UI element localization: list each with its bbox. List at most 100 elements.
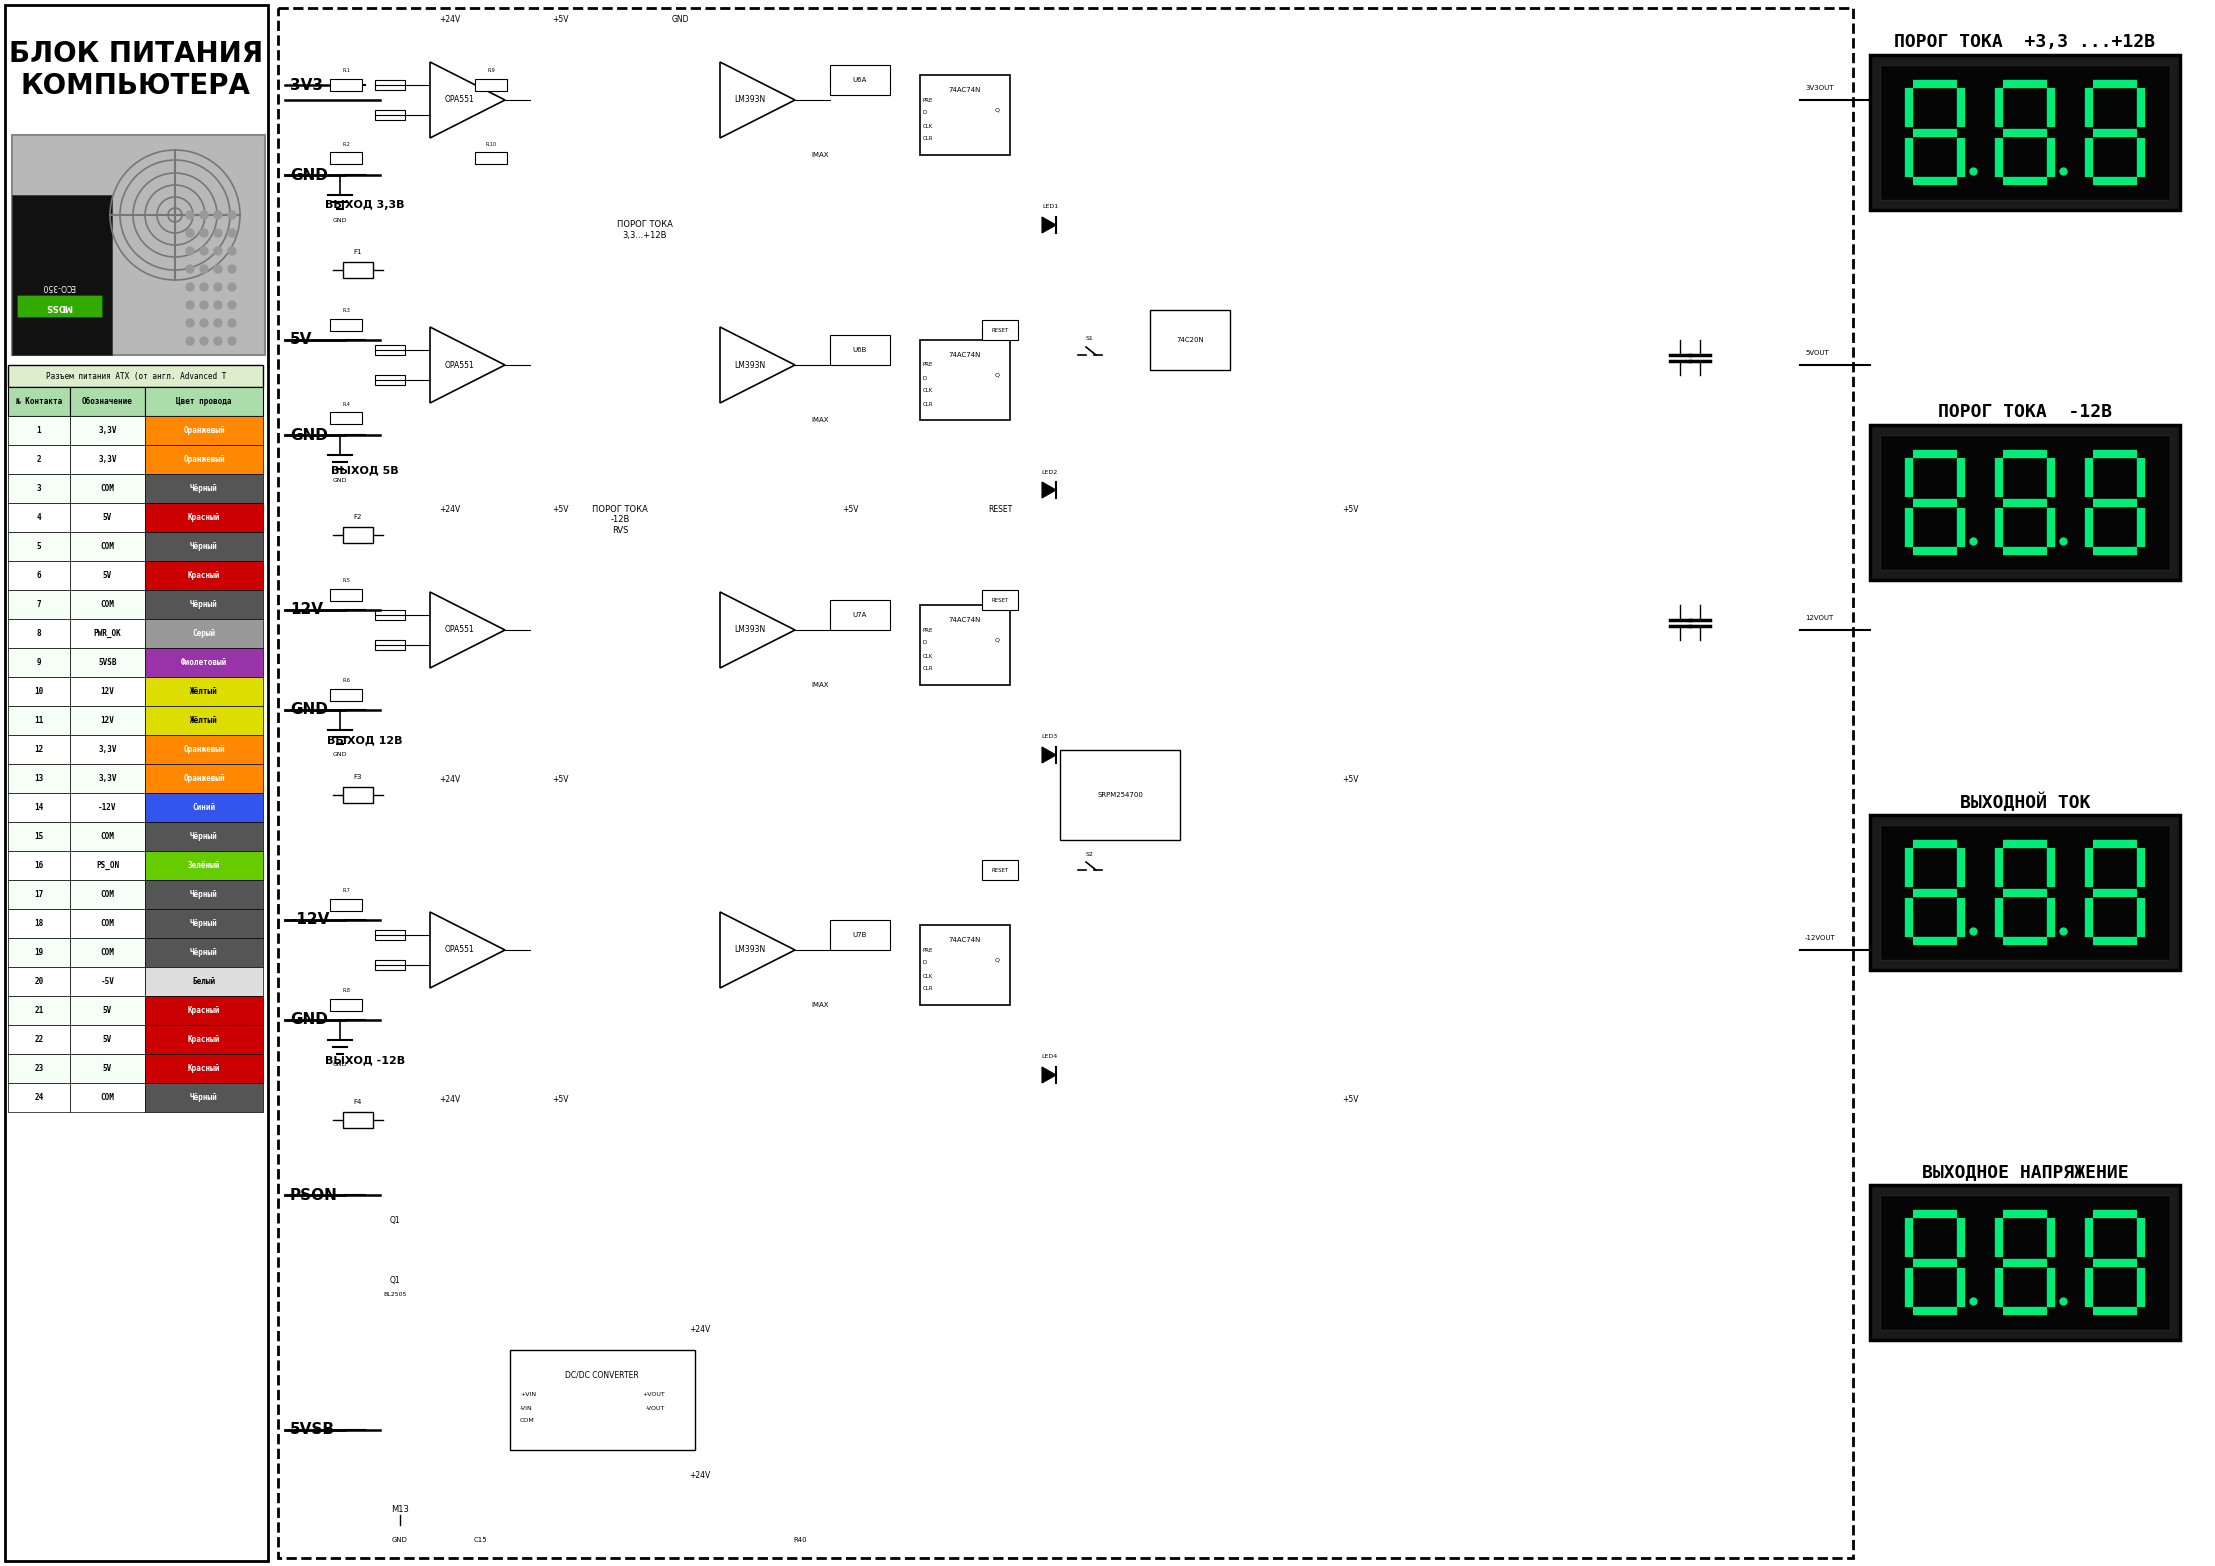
Circle shape (186, 247, 195, 255)
Text: 3,3V: 3,3V (97, 456, 117, 464)
Circle shape (199, 301, 208, 309)
Circle shape (228, 319, 237, 327)
Bar (144, 938, 264, 966)
Text: 22: 22 (35, 1035, 44, 1045)
Bar (831, 600, 890, 630)
Text: Красный: Красный (188, 1035, 219, 1045)
Bar (474, 78, 507, 91)
Text: LED1: LED1 (1041, 205, 1059, 210)
Text: 74AC74N: 74AC74N (948, 88, 981, 92)
Text: 3,3V: 3,3V (97, 426, 117, 435)
Text: +5V: +5V (842, 506, 857, 515)
Polygon shape (430, 327, 505, 402)
Text: SRPM254700: SRPM254700 (1096, 792, 1143, 799)
Text: R.6: R.6 (341, 678, 350, 683)
Circle shape (199, 337, 208, 345)
Text: S1: S1 (1085, 337, 1094, 341)
Text: +24V: +24V (439, 16, 461, 25)
Text: COM: COM (100, 919, 115, 929)
Bar (71, 590, 144, 619)
Text: BL2505: BL2505 (383, 1292, 408, 1298)
Text: 8: 8 (38, 630, 42, 637)
Text: 5VOUT: 5VOUT (1805, 349, 1830, 355)
Bar (374, 374, 405, 385)
Text: GND: GND (332, 218, 348, 222)
Text: +24V: +24V (439, 1096, 461, 1104)
Text: ПОРОГ ТОКА  +3,3 ...+12В: ПОРОГ ТОКА +3,3 ...+12В (1894, 33, 2155, 52)
Bar (9, 503, 71, 532)
Text: COM: COM (100, 600, 115, 609)
Text: Красный: Красный (188, 514, 219, 521)
Bar (9, 706, 71, 734)
Bar (474, 152, 507, 164)
Bar (374, 80, 405, 89)
Circle shape (186, 211, 195, 219)
Text: IMAX: IMAX (811, 417, 828, 423)
Text: 5V: 5V (102, 1035, 113, 1045)
Circle shape (215, 301, 222, 309)
Text: БЛОК ПИТАНИЯ
КОМПЬЮТЕРА: БЛОК ПИТАНИЯ КОМПЬЮТЕРА (9, 39, 264, 100)
Text: COM: COM (100, 832, 115, 841)
Text: +VIN: +VIN (521, 1392, 536, 1397)
Text: 18: 18 (35, 919, 44, 929)
Text: Красный: Красный (188, 1005, 219, 1015)
Bar (144, 966, 264, 996)
Bar (71, 966, 144, 996)
Circle shape (199, 283, 208, 291)
Text: 13: 13 (35, 774, 44, 783)
Text: 5VSB: 5VSB (97, 658, 117, 667)
Bar (9, 734, 71, 764)
Text: PSON: PSON (290, 1187, 339, 1203)
Text: CLR: CLR (924, 987, 933, 991)
Text: +5V: +5V (552, 16, 569, 25)
Text: Жёлтый: Жёлтый (190, 716, 217, 725)
Text: GND: GND (332, 1062, 348, 1068)
Text: R.2: R.2 (341, 141, 350, 147)
Circle shape (186, 301, 195, 309)
Circle shape (228, 283, 237, 291)
Circle shape (199, 211, 208, 219)
Text: Красный: Красный (188, 1063, 219, 1073)
Text: 17: 17 (35, 889, 44, 899)
Text: PRE: PRE (924, 97, 933, 102)
Text: 4: 4 (38, 514, 42, 521)
Text: R.5: R.5 (341, 578, 350, 584)
Text: COM: COM (100, 542, 115, 551)
Bar (9, 764, 71, 792)
Text: 74AC74N: 74AC74N (948, 352, 981, 359)
Text: Чёрный: Чёрный (190, 600, 217, 609)
Bar (831, 335, 890, 365)
Text: CLR: CLR (924, 401, 933, 407)
Text: 3V3: 3V3 (290, 77, 323, 92)
Text: 5: 5 (38, 542, 42, 551)
Bar (9, 792, 71, 822)
Text: COM: COM (100, 1093, 115, 1102)
Text: ПОРОГ ТОКА
3,3...+12В: ПОРОГ ТОКА 3,3...+12В (618, 221, 673, 240)
Bar (330, 152, 361, 164)
Text: 21: 21 (35, 1005, 44, 1015)
Text: Q: Q (995, 957, 999, 963)
Text: -5V: -5V (100, 977, 115, 987)
Bar (144, 1084, 264, 1112)
Text: U7B: U7B (853, 932, 868, 938)
Bar (831, 919, 890, 951)
Text: R.4: R.4 (341, 401, 350, 407)
Bar (981, 319, 1019, 340)
Text: 16: 16 (35, 861, 44, 871)
Text: Жёлтый: Жёлтый (190, 687, 217, 695)
Text: ВЫХОД 12В: ВЫХОД 12В (328, 734, 403, 745)
Bar (1869, 814, 2180, 969)
Text: Зелёный: Зелёный (188, 861, 219, 871)
Text: LED4: LED4 (1041, 1054, 1059, 1060)
Bar (71, 677, 144, 706)
Text: 19: 19 (35, 947, 44, 957)
Bar (144, 648, 264, 677)
Circle shape (199, 265, 208, 272)
Text: 12VOUT: 12VOUT (1805, 615, 1834, 622)
Text: +24V: +24V (689, 1325, 711, 1334)
Text: ВЫХОДНОЕ НАПРЯЖЕНИЕ: ВЫХОДНОЕ НАПРЯЖЕНИЕ (1923, 1164, 2129, 1181)
Bar (9, 387, 71, 417)
Bar (144, 880, 264, 908)
Bar (509, 1350, 696, 1450)
Bar (144, 764, 264, 792)
